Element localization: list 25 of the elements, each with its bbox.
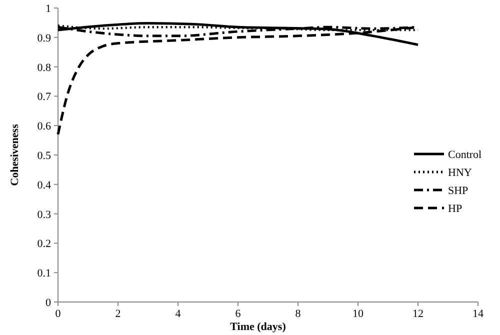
y-axis-title: Cohesiveness [9, 123, 21, 186]
legend-label: SHP [448, 185, 468, 197]
x-tick-label: 14 [472, 308, 484, 320]
x-tick-label: 2 [115, 308, 121, 320]
legend-label: HP [448, 203, 462, 215]
y-tick-label: 0.5 [37, 150, 52, 162]
y-tick-label: 1 [46, 3, 51, 15]
x-tick-label: 6 [235, 308, 242, 320]
y-tick-label: 0.6 [37, 120, 52, 133]
x-tick-label: 10 [352, 308, 364, 320]
legend-label: Control [448, 149, 482, 161]
x-axis-title: Time (days) [230, 321, 286, 333]
x-tick-label: 8 [295, 308, 302, 320]
x-tick-label: 4 [175, 308, 182, 320]
y-tick-label: 0.3 [37, 208, 52, 221]
legend-label: HNY [448, 167, 472, 179]
y-tick-label: 0.4 [37, 179, 52, 192]
y-tick-label: 0.2 [37, 238, 51, 250]
y-tick-label: 0.8 [37, 62, 52, 74]
y-tick-label: 0.1 [37, 268, 51, 280]
y-tick-label: 0 [46, 297, 52, 309]
x-tick-label: 12 [412, 308, 424, 320]
y-tick-label: 0.9 [37, 32, 52, 44]
x-tick-label: 0 [55, 308, 62, 320]
y-tick-label: 0.7 [37, 91, 52, 104]
